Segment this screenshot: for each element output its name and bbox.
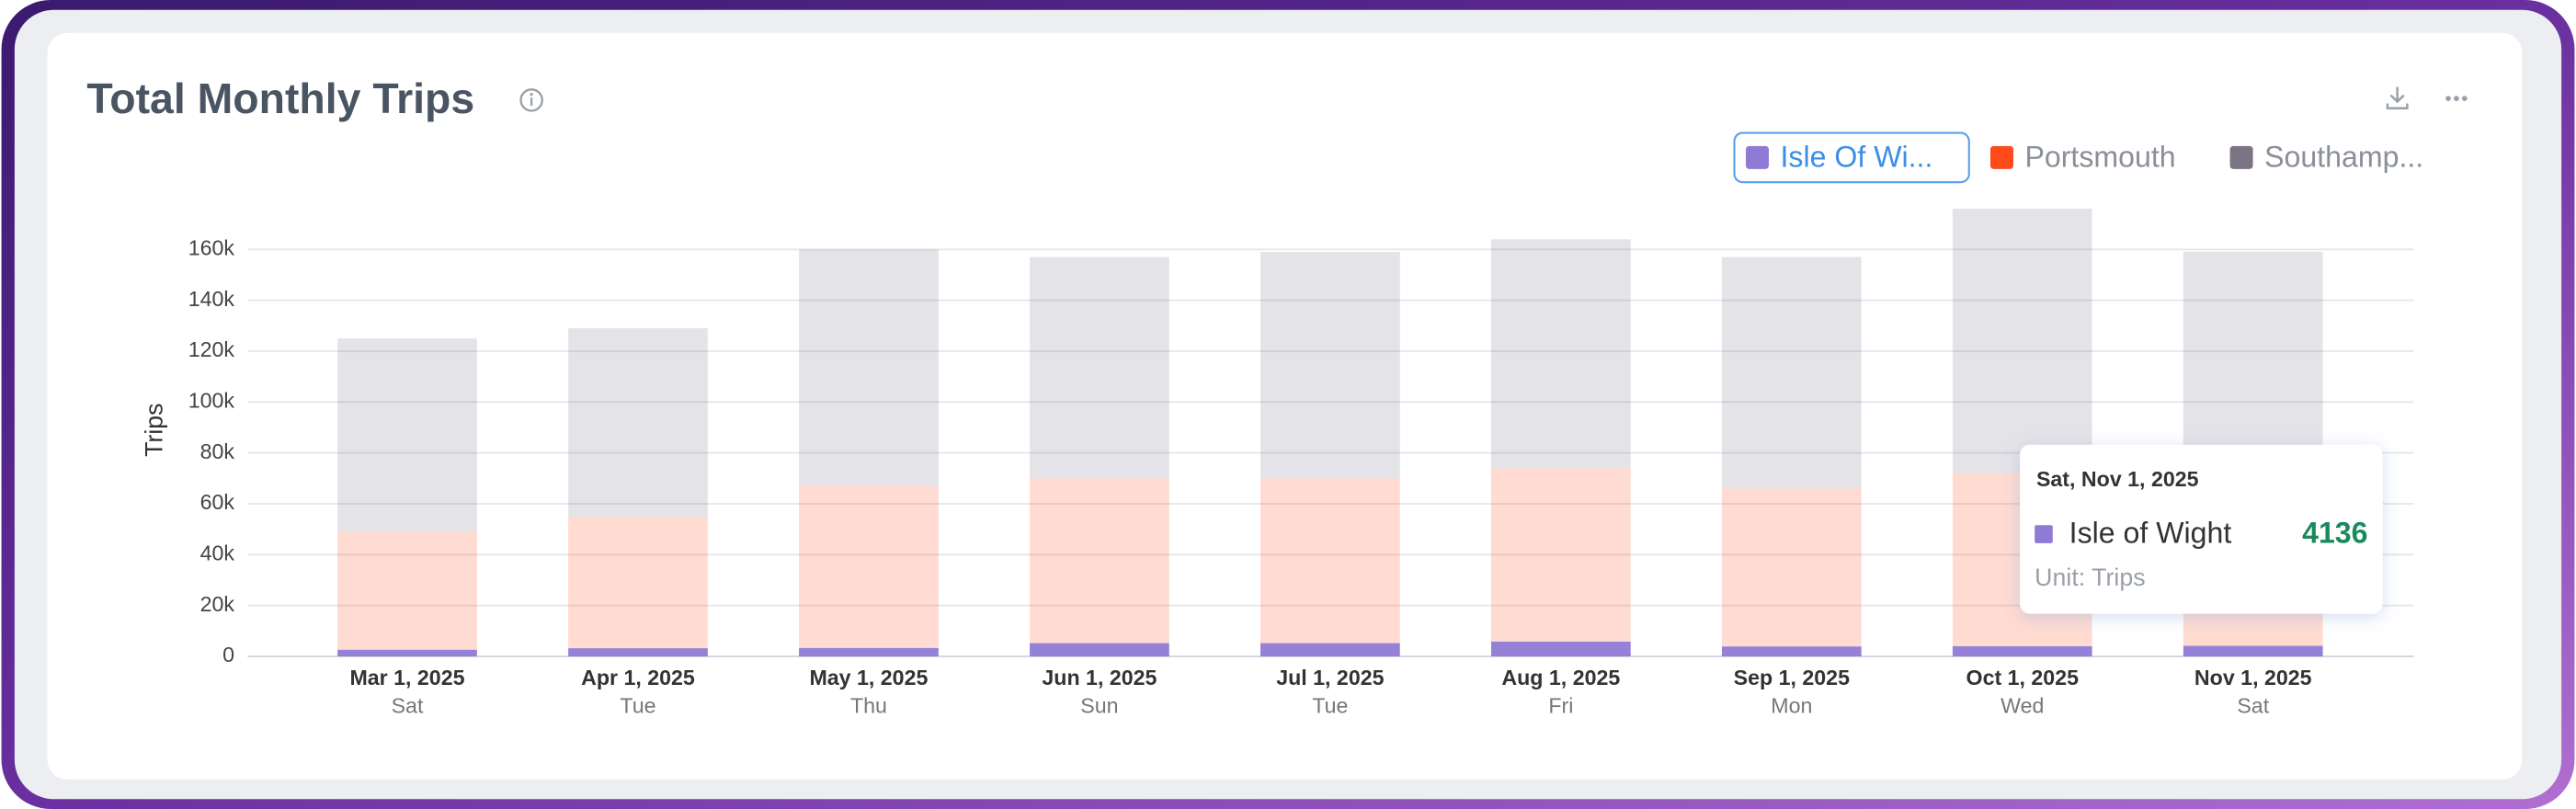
bar-segment[interactable] (1030, 478, 1169, 644)
bar-segment[interactable] (337, 649, 477, 656)
y-tick-label: 120k (188, 337, 235, 361)
x-tick-sublabel: Mon (1771, 693, 1812, 717)
bar-segment[interactable] (1030, 643, 1169, 656)
y-tick-label: 40k (200, 541, 235, 564)
bar-segment[interactable] (1721, 256, 1862, 489)
info-icon[interactable] (519, 88, 543, 112)
bar-segment[interactable] (1952, 645, 2092, 656)
bar-segment[interactable] (1260, 252, 1400, 479)
legend-highlight[interactable] (1733, 131, 1970, 184)
tooltip (2020, 444, 2383, 614)
bar-segment[interactable] (2183, 645, 2323, 656)
bar-segment[interactable] (799, 647, 939, 656)
bar-segment[interactable] (1030, 256, 1169, 479)
bar-segment[interactable] (799, 249, 939, 486)
legend-swatch[interactable] (1989, 145, 2013, 169)
bar-segment[interactable] (337, 531, 477, 650)
x-tick-sublabel: Sat (2237, 693, 2269, 717)
x-tick-label: Jul 1, 2025 (1276, 666, 1384, 689)
x-tick-sublabel: Sun (1080, 693, 1118, 717)
legend-label[interactable]: Southamp... (2264, 141, 2423, 174)
x-tick-sublabel: Tue (1312, 693, 1348, 717)
chart-title: Total Monthly Trips (86, 74, 474, 122)
download-icon[interactable] (2386, 86, 2409, 110)
bar-segment[interactable] (568, 328, 708, 517)
x-tick-sublabel: Wed (2000, 693, 2044, 717)
x-tick-label: Nov 1, 2025 (2194, 666, 2312, 689)
x-tick-label: Aug 1, 2025 (1501, 666, 1620, 689)
bar-segment[interactable] (1952, 209, 2092, 473)
x-tick-label: Mar 1, 2025 (349, 666, 464, 689)
x-tick-label: May 1, 2025 (809, 666, 928, 689)
x-tick-sublabel: Tue (620, 693, 655, 717)
legend-swatch[interactable] (2229, 145, 2253, 169)
x-tick-label: Oct 1, 2025 (1966, 666, 2080, 689)
bar-segment[interactable] (1721, 646, 1862, 656)
y-tick-label: 160k (188, 235, 235, 259)
legend-swatch[interactable] (1746, 145, 1770, 169)
tooltip-value: 4136 (2302, 516, 2367, 549)
bar-segment[interactable] (799, 485, 939, 648)
legend-label[interactable]: Portsmouth (2024, 141, 2175, 174)
y-tick-label: 140k (188, 287, 235, 311)
more-icon[interactable] (2445, 96, 2468, 101)
bar-segment[interactable] (1260, 643, 1400, 656)
tooltip-date: Sat, Nov 1, 2025 (2036, 467, 2199, 491)
y-tick-label: 60k (200, 490, 235, 514)
y-tick-label: 100k (188, 388, 235, 412)
tooltip-series: Isle of Wight (2069, 516, 2232, 549)
bar-segment[interactable] (1260, 478, 1400, 644)
x-tick-sublabel: Sat (392, 693, 424, 717)
bar-segment[interactable] (1490, 239, 1631, 469)
y-axis-label: Trips (140, 403, 167, 456)
y-tick-label: 20k (200, 592, 235, 616)
y-tick-label: 0 (222, 643, 234, 667)
legend-label[interactable]: Isle Of Wi... (1780, 141, 1932, 174)
bar-segment[interactable] (568, 648, 708, 656)
tooltip-unit: Unit: Trips (2035, 564, 2145, 591)
y-tick-label: 80k (200, 439, 235, 463)
x-tick-label: Apr 1, 2025 (581, 666, 695, 689)
x-tick-label: Jun 1, 2025 (1042, 666, 1157, 689)
x-tick-sublabel: Fri (1548, 693, 1573, 717)
card (47, 32, 2523, 780)
bar-segment[interactable] (568, 516, 708, 649)
bar-segment[interactable] (1721, 488, 1862, 647)
bar-segment[interactable] (337, 338, 477, 532)
x-tick-label: Sep 1, 2025 (1734, 666, 1850, 689)
bar-segment[interactable] (1490, 468, 1631, 642)
bar-segment[interactable] (1490, 641, 1631, 656)
tooltip-swatch (2035, 525, 2053, 543)
x-tick-sublabel: Thu (850, 693, 887, 717)
bar-segment[interactable] (2183, 251, 2323, 478)
